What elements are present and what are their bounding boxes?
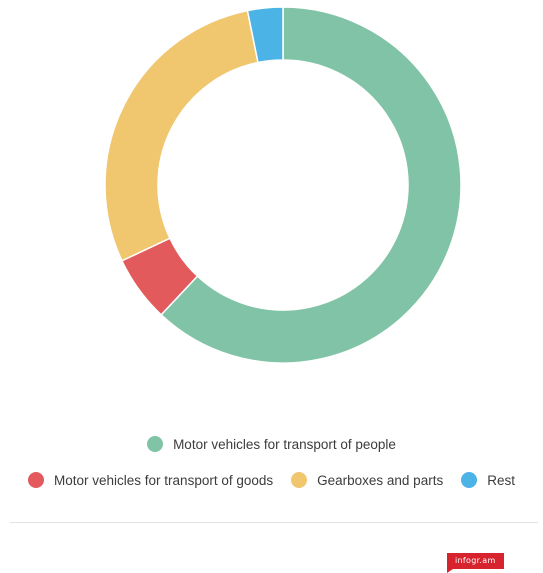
legend-swatch-people bbox=[147, 436, 164, 452]
legend-item-people[interactable]: Motor vehicles for transport of people bbox=[147, 436, 396, 452]
legend-item-rest[interactable]: Rest bbox=[461, 472, 515, 488]
legend-row-1: Motor vehicles for transport of people bbox=[0, 436, 543, 452]
legend-label-rest: Rest bbox=[487, 472, 515, 488]
slice-rest[interactable] bbox=[246, 6, 284, 64]
legend-swatch-goods bbox=[28, 472, 45, 488]
legend-row-2: Motor vehicles for transport of goods Ge… bbox=[0, 472, 543, 488]
slice-gearboxes[interactable] bbox=[104, 9, 259, 262]
legend-swatch-gearboxes bbox=[291, 472, 308, 488]
legend-item-goods[interactable]: Motor vehicles for transport of goods bbox=[28, 472, 273, 488]
legend-label-goods: Motor vehicles for transport of goods bbox=[54, 472, 274, 488]
legend-item-gearboxes[interactable]: Gearboxes and parts bbox=[291, 472, 443, 488]
donut-chart bbox=[104, 6, 462, 364]
footer-divider bbox=[10, 522, 538, 523]
brand-logo[interactable]: infogr.am bbox=[447, 553, 504, 573]
legend-swatch-rest bbox=[461, 472, 478, 488]
legend-label-people: Motor vehicles for transport of people bbox=[173, 436, 396, 452]
legend-label-gearboxes: Gearboxes and parts bbox=[317, 472, 444, 488]
slice-people[interactable] bbox=[160, 6, 462, 364]
